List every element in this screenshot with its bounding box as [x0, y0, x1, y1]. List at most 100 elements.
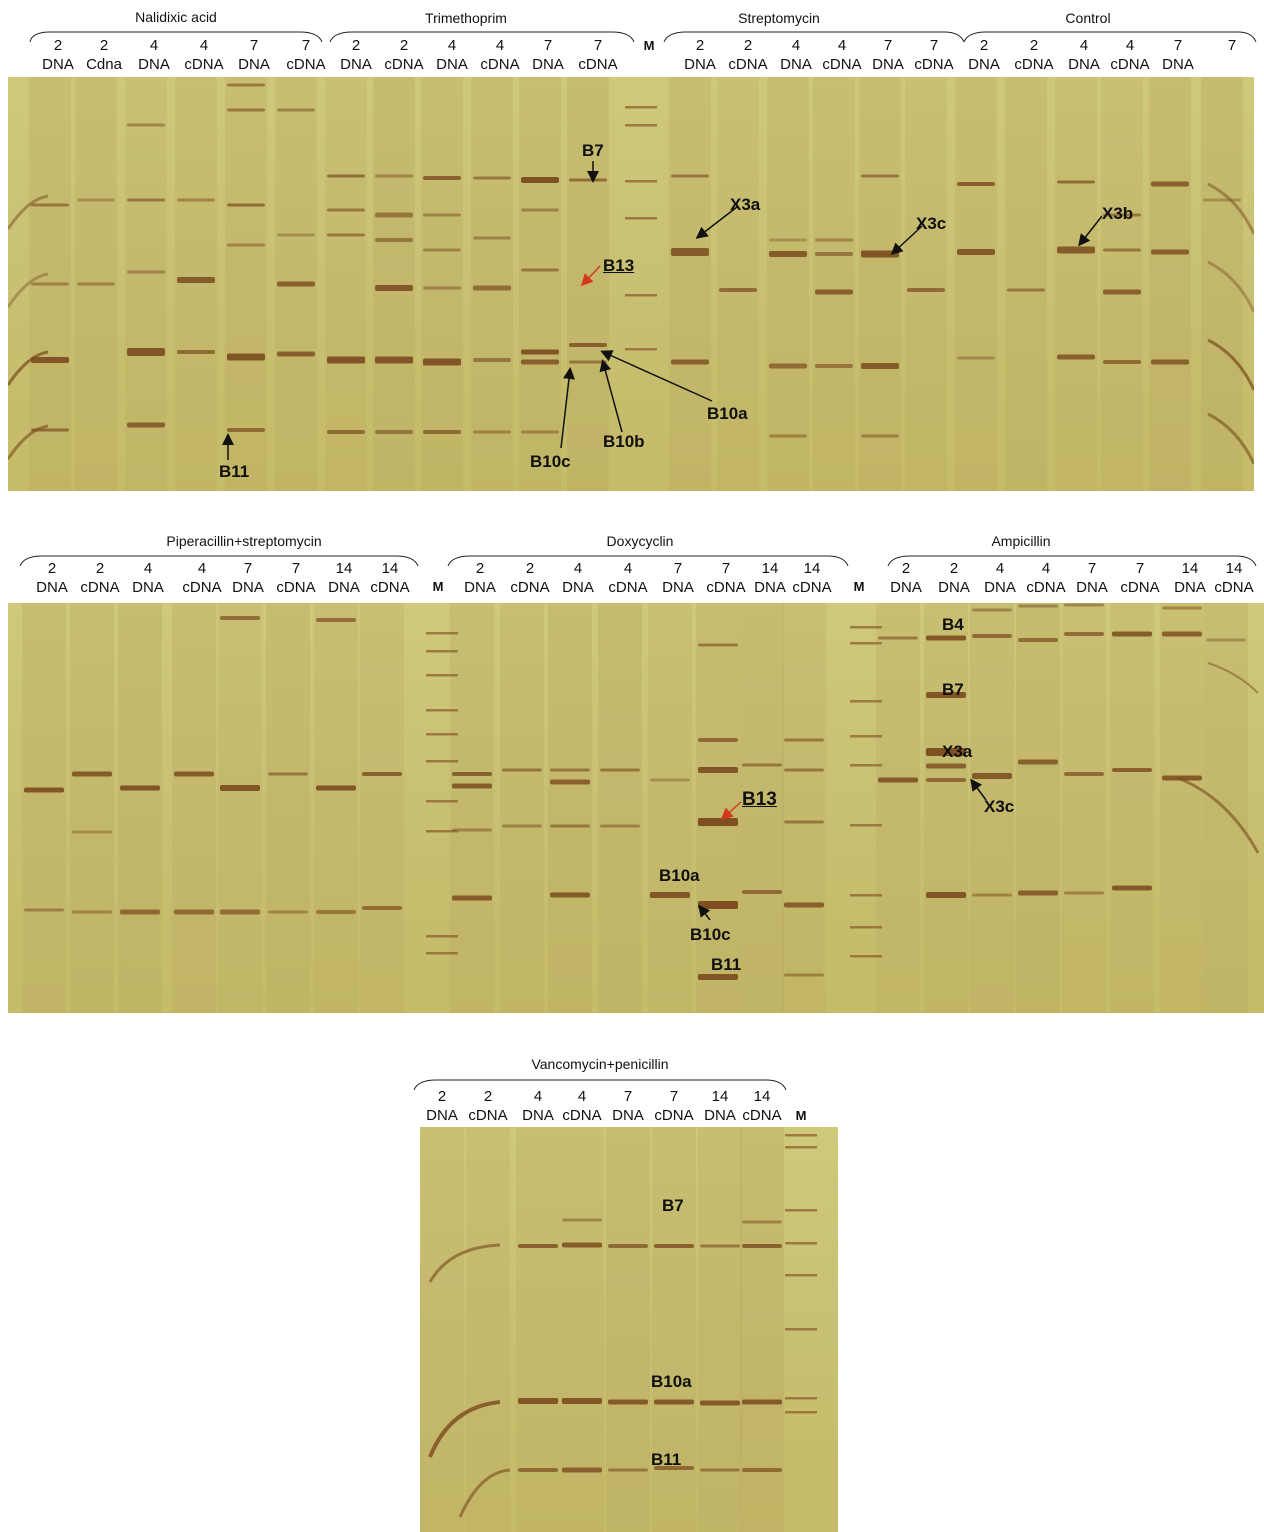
lane-type: cDNA [1214, 579, 1254, 596]
lane-number: 4 [149, 37, 159, 54]
marker-band [426, 952, 458, 955]
lane-number: 7 [721, 560, 731, 577]
gel-band [502, 768, 542, 772]
gel-band [550, 824, 590, 828]
gel-band [127, 270, 165, 274]
gel-band [277, 108, 315, 112]
arrow-X3b [1078, 215, 1103, 247]
group-brackets [19, 555, 1257, 567]
arrow-B10a [600, 350, 713, 402]
gel-band [784, 768, 824, 772]
lane-number: 7 [1135, 560, 1145, 577]
gel-band [742, 1244, 782, 1248]
lane-type: DNA [968, 56, 1000, 73]
gel-band [220, 785, 260, 791]
gel-band [1151, 181, 1189, 187]
marker-band [625, 180, 657, 183]
group-title: Ampicillin [991, 533, 1051, 549]
gel-band [562, 1218, 602, 1222]
gel-band [742, 1399, 782, 1405]
lane-type: cDNA [742, 1107, 782, 1124]
lane-number: 4 [995, 560, 1005, 577]
gel-band [1112, 631, 1152, 637]
gel-band [127, 422, 165, 428]
gel-band [120, 785, 160, 791]
lane-number: 14 [1225, 560, 1243, 577]
lane-number: 4 [495, 37, 505, 54]
gel-band [473, 430, 511, 434]
gel-band [1103, 289, 1141, 295]
gel-band [452, 783, 492, 789]
gel-band [518, 1468, 558, 1472]
gel-band [220, 909, 260, 915]
gel-band [1018, 604, 1058, 608]
marker-band [426, 935, 458, 938]
gel-band [277, 281, 315, 287]
gel-band [1151, 359, 1189, 365]
gel-band [926, 763, 966, 769]
marker-band [850, 824, 882, 827]
lane-number: 7 [623, 1088, 633, 1105]
lane-number: 4 [1041, 560, 1051, 577]
gel-band [1064, 772, 1104, 776]
marker-band [850, 764, 882, 767]
lane-number: 4 [197, 560, 207, 577]
gel-band [423, 213, 461, 217]
lane-type: DNA [36, 579, 68, 596]
band-label-B13: B13 [742, 789, 777, 810]
gel-band [473, 236, 511, 240]
gel-band [423, 358, 461, 366]
gel-band [815, 364, 853, 368]
gel-band [1064, 632, 1104, 636]
lane-number: 2 [95, 560, 105, 577]
marker-label: M [795, 1108, 807, 1123]
lane-type: cDNA [1026, 579, 1066, 596]
lane-type: cDNA [562, 1107, 602, 1124]
lane-type: cDNA [792, 579, 832, 596]
gel-band [362, 772, 402, 776]
lane-type: cDNA [1014, 56, 1054, 73]
gel-band [972, 893, 1012, 897]
gel-band [769, 434, 807, 438]
band-label-B7: B7 [942, 680, 964, 699]
gel-band [926, 748, 966, 756]
lane-type: cDNA [384, 56, 424, 73]
gel-band [1018, 638, 1058, 642]
lane-number: 7 [1087, 560, 1097, 577]
lane-number: 7 [543, 37, 553, 54]
gel-band [742, 890, 782, 894]
marker-band [426, 632, 458, 635]
lane-number: 7 [291, 560, 301, 577]
lane-type: DNA [238, 56, 270, 73]
marker-band [426, 760, 458, 763]
gel-band [698, 643, 738, 647]
gel-band [569, 343, 607, 347]
lane-type: DNA [426, 1107, 458, 1124]
gel-band [926, 692, 966, 698]
gel-band [77, 198, 115, 202]
gel-band [521, 349, 559, 355]
lane-type: cDNA [80, 579, 120, 596]
lane-number: 7 [243, 560, 253, 577]
marker-band [426, 709, 458, 712]
lane-number: 7 [301, 37, 311, 54]
arrow-B10c [560, 367, 575, 449]
group-title: Control [1065, 10, 1111, 26]
lane-number: 2 [743, 37, 753, 54]
gel-band [521, 430, 559, 434]
gel-band [174, 909, 214, 915]
gel-band [268, 772, 308, 776]
gel-band [423, 248, 461, 252]
lane-type: cDNA [654, 1107, 694, 1124]
gel-band [1064, 891, 1104, 895]
gel-band [569, 360, 607, 364]
lane-number: 2 [399, 37, 409, 54]
marker-band [850, 700, 882, 703]
marker-label: M [432, 579, 444, 594]
band-label-X3a: X3a [942, 742, 973, 761]
gel-band [815, 252, 853, 256]
gel-band [1112, 885, 1152, 891]
arrow-B13 [720, 801, 742, 820]
marker-band [785, 1328, 817, 1331]
lane-type: DNA [138, 56, 170, 73]
